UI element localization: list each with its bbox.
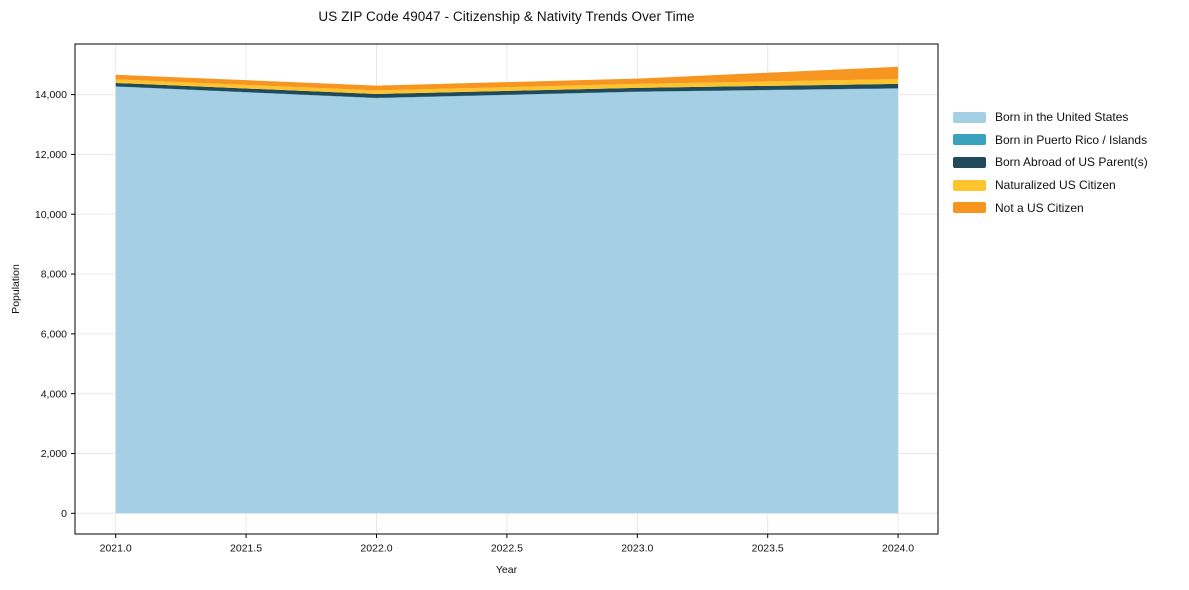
legend-label: Not a US Citizen	[995, 200, 1084, 215]
x-axis-label: Year	[495, 564, 518, 576]
legend-item-born-in-the-united-states: Born in the United States	[953, 106, 1148, 129]
x-tick-label: 2022.0	[360, 543, 392, 555]
legend-item-born-abroad-of-us-parent-s: Born Abroad of US Parent(s)	[953, 151, 1148, 174]
x-tick-label: 2023.0	[621, 543, 653, 555]
legend-item-not-a-us-citizen: Not a US Citizen	[953, 196, 1148, 219]
x-tick-label: 2024.0	[882, 543, 914, 555]
y-tick-label: 14,000	[35, 89, 67, 101]
y-axis-label: Population	[10, 264, 22, 314]
area-born-in-the-united-states	[115, 86, 899, 514]
legend-swatch-icon	[953, 111, 986, 123]
x-tick-label: 2023.5	[752, 543, 784, 555]
area-born-in-puerto-rico-islands	[115, 86, 899, 99]
legend-swatch-icon	[953, 179, 986, 191]
y-tick-label: 6,000	[41, 328, 67, 340]
chart-title: US ZIP Code 49047 - Citizenship & Nativi…	[318, 9, 695, 24]
y-tick-label: 4,000	[41, 388, 67, 400]
legend-item-born-in-puerto-rico-islands: Born in Puerto Rico / Islands	[953, 129, 1148, 152]
y-tick-label: 8,000	[41, 269, 67, 281]
area-naturalized-us-citizen	[115, 79, 899, 95]
y-tick-label: 10,000	[35, 209, 67, 221]
legend-item-naturalized-us-citizen: Naturalized US Citizen	[953, 174, 1148, 197]
x-tick-label: 2021.0	[100, 543, 132, 555]
y-tick-label: 0	[61, 508, 67, 520]
x-tick-label: 2022.5	[491, 543, 523, 555]
legend: Born in the United States Born in Puerto …	[953, 106, 1148, 219]
legend-swatch-icon	[953, 156, 986, 168]
legend-label: Naturalized US Citizen	[995, 178, 1116, 193]
legend-label: Born Abroad of US Parent(s)	[995, 155, 1148, 170]
area-born-abroad-of-us-parent-s	[115, 82, 899, 98]
legend-swatch-icon	[953, 134, 986, 146]
x-tick-label: 2021.5	[230, 543, 262, 555]
legend-label: Born in Puerto Rico / Islands	[995, 132, 1148, 147]
y-tick-label: 2,000	[41, 448, 67, 460]
legend-label: Born in the United States	[995, 110, 1129, 125]
area-not-a-us-citizen	[115, 66, 899, 91]
legend-swatch-icon	[953, 202, 986, 214]
y-tick-label: 12,000	[35, 149, 67, 161]
